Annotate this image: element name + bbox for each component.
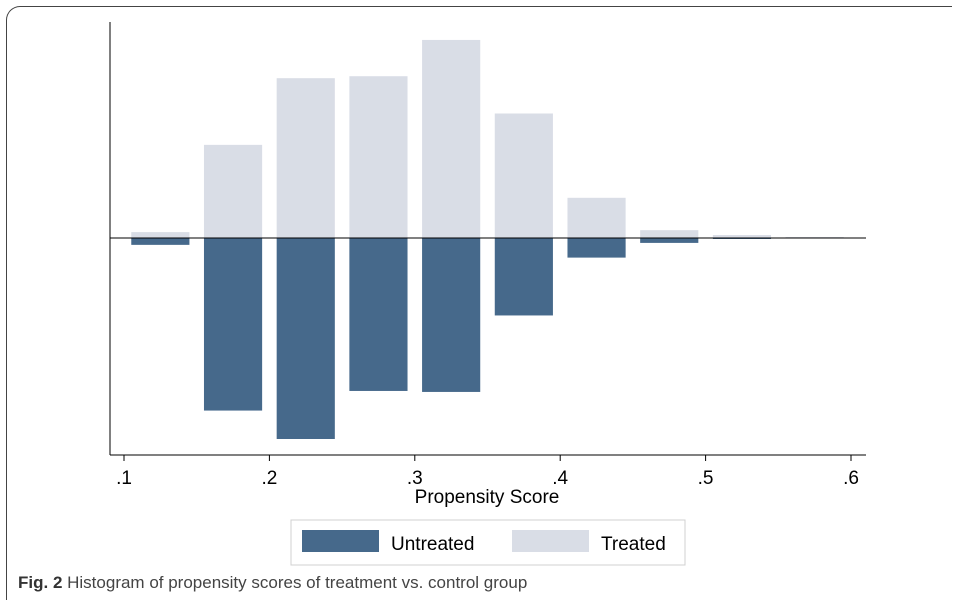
bar-untreated [640,238,699,243]
legend-swatch-untreated [302,530,379,552]
x-tick-label: .3 [407,468,423,489]
x-axis-title: Propensity Score [415,487,560,508]
x-tick-label: .6 [843,468,859,489]
bar-treated [422,39,481,238]
figure-label: Fig. 2 [18,573,63,592]
bar-untreated [276,238,335,439]
bar-treated [567,197,626,238]
legend-label-untreated: Untreated [391,534,474,555]
bar-untreated [203,238,263,411]
caption-text: Histogram of propensity scores of treatm… [62,573,528,592]
x-tick-label: .4 [552,468,568,489]
bar-treated [276,78,335,239]
bar-untreated [349,238,408,391]
bar-treated [640,230,699,238]
bar-untreated [131,238,190,245]
figure-frame [6,6,952,600]
bar-untreated [422,238,481,392]
bar-untreated [567,238,626,258]
x-tick-label: .1 [116,468,132,489]
bar-untreated [494,238,553,316]
legend-swatch-treated [512,530,589,552]
bar-treated [349,76,408,238]
x-tick-label: .5 [698,468,714,489]
bar-treated [131,232,190,238]
histogram-chart: .1 .2 .3 .4 .5 .6 Propensity Score Untreated Tre… [109,22,866,566]
legend-label-treated: Treated [601,534,666,555]
x-tick-label: .2 [261,468,277,489]
bar-treated [494,113,553,238]
bar-treated [712,235,772,238]
figure-caption: Fig. 2 Histogram of propensity scores of… [18,573,527,593]
bar-treated [203,144,263,238]
